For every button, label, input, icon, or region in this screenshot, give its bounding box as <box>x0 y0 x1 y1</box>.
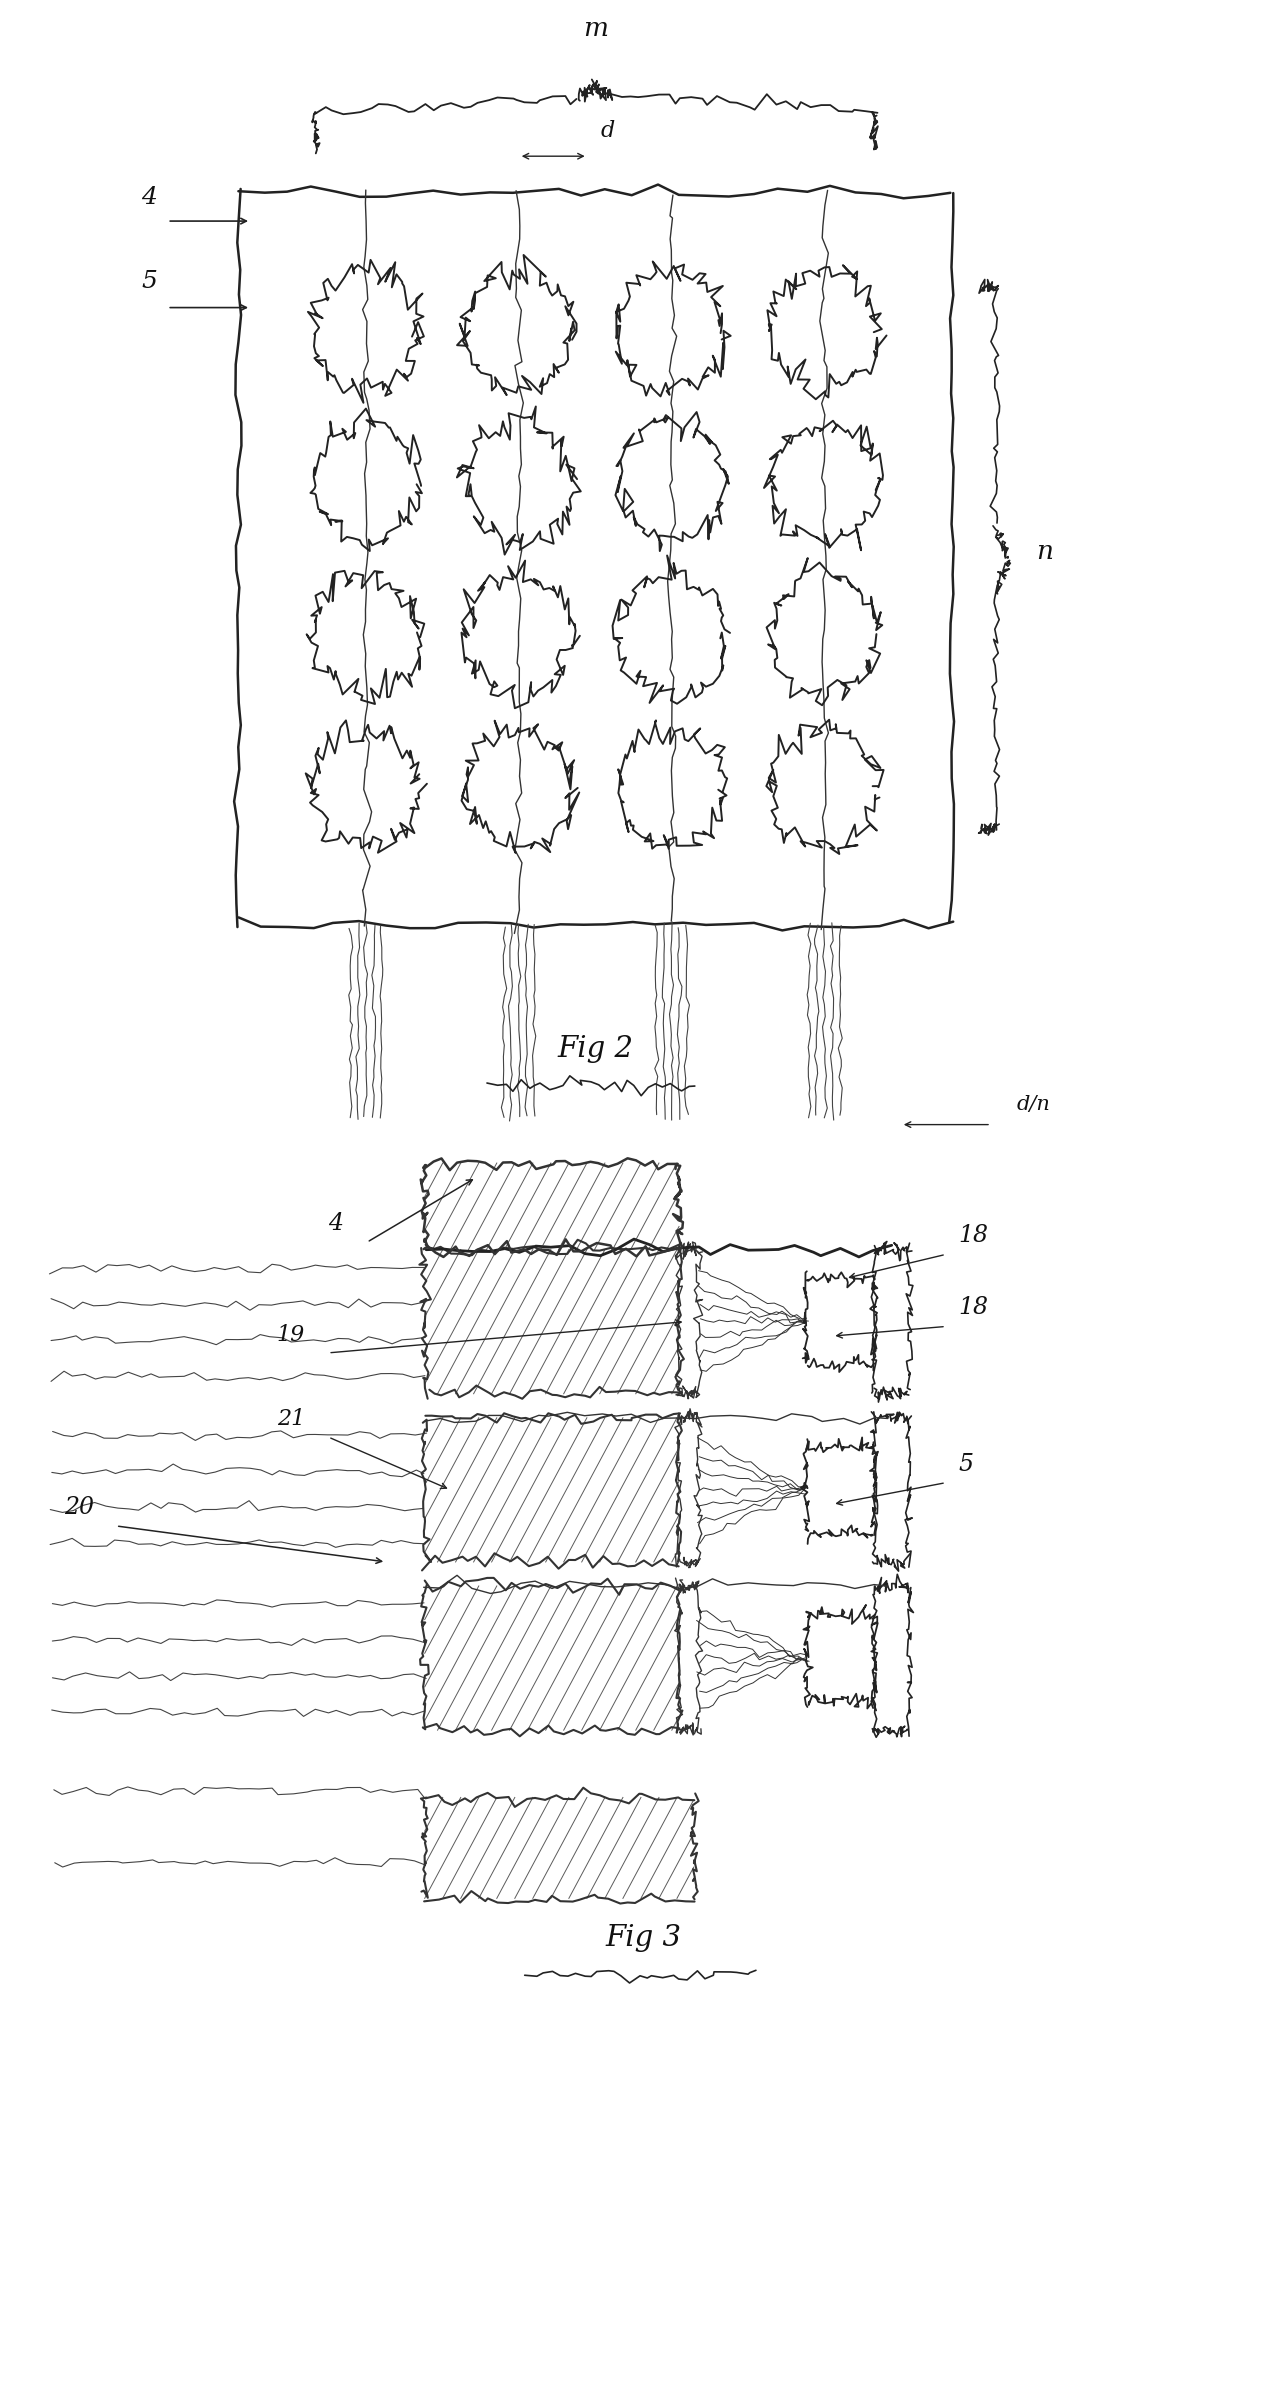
Text: 5: 5 <box>142 272 157 293</box>
Text: Fig 3: Fig 3 <box>605 1925 682 1951</box>
Text: 4: 4 <box>142 187 157 209</box>
Text: 19: 19 <box>277 1324 305 1346</box>
Text: n: n <box>1036 538 1054 565</box>
Text: 4: 4 <box>328 1214 344 1235</box>
Text: Fig 2: Fig 2 <box>557 1036 633 1062</box>
Text: d: d <box>601 120 615 142</box>
Text: 20: 20 <box>64 1497 94 1519</box>
Text: 21: 21 <box>277 1408 305 1430</box>
Text: 18: 18 <box>959 1298 988 1319</box>
Text: d/n: d/n <box>1017 1096 1050 1115</box>
Text: m: m <box>583 17 607 41</box>
Text: 5: 5 <box>959 1454 974 1475</box>
Text: 18: 18 <box>959 1226 988 1247</box>
